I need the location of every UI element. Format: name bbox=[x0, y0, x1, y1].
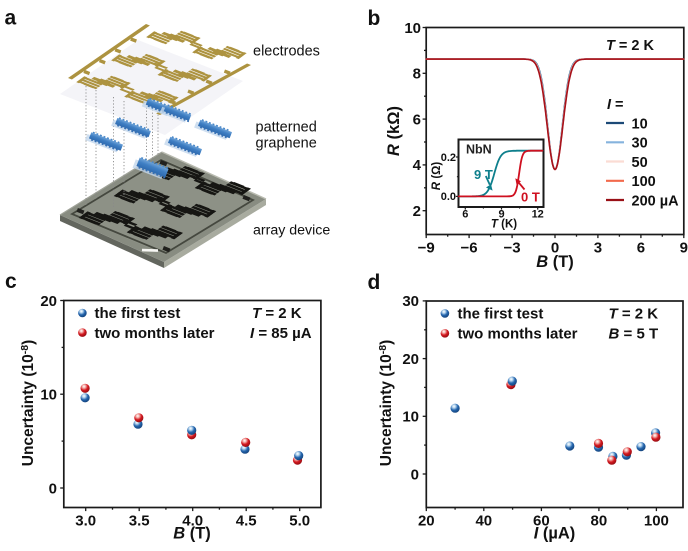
svg-text:patterned: patterned bbox=[256, 120, 317, 136]
svg-text:3: 3 bbox=[594, 240, 602, 257]
svg-text:20: 20 bbox=[40, 293, 57, 310]
svg-text:−9: −9 bbox=[418, 240, 435, 257]
svg-text:10: 10 bbox=[404, 20, 421, 37]
svg-text:10: 10 bbox=[40, 387, 57, 404]
svg-text:4: 4 bbox=[413, 157, 422, 174]
svg-text:the first test: the first test bbox=[458, 306, 544, 323]
svg-text:electrodes: electrodes bbox=[253, 44, 320, 60]
svg-text:100: 100 bbox=[632, 174, 656, 190]
svg-text:6: 6 bbox=[413, 111, 421, 128]
svg-text:20: 20 bbox=[402, 351, 419, 368]
svg-text:T = 2 K: T = 2 K bbox=[252, 305, 302, 322]
svg-text:9 T: 9 T bbox=[474, 167, 493, 182]
svg-text:0.0: 0.0 bbox=[441, 191, 456, 203]
svg-text:30: 30 bbox=[632, 136, 648, 152]
svg-text:6: 6 bbox=[637, 240, 645, 257]
svg-text:B (T): B (T) bbox=[173, 525, 211, 543]
svg-text:12: 12 bbox=[532, 209, 544, 221]
svg-text:two months later: two months later bbox=[95, 325, 215, 342]
svg-text:4.0: 4.0 bbox=[182, 513, 203, 530]
svg-text:Uncertainty (10-8): Uncertainty (10-8) bbox=[19, 340, 37, 467]
svg-text:0: 0 bbox=[411, 466, 419, 483]
svg-text:0: 0 bbox=[551, 240, 559, 257]
svg-text:graphene: graphene bbox=[256, 136, 317, 152]
svg-text:30: 30 bbox=[402, 293, 419, 310]
svg-text:4.5: 4.5 bbox=[236, 513, 257, 530]
svg-text:0: 0 bbox=[49, 480, 57, 497]
svg-text:0 T: 0 T bbox=[521, 190, 540, 205]
svg-text:10: 10 bbox=[402, 409, 419, 426]
svg-text:3.0: 3.0 bbox=[75, 513, 96, 530]
svg-text:8: 8 bbox=[413, 66, 421, 83]
svg-text:the first test: the first test bbox=[95, 305, 181, 322]
svg-text:a: a bbox=[5, 7, 17, 30]
svg-text:200 µA: 200 µA bbox=[632, 193, 680, 209]
svg-text:20: 20 bbox=[418, 513, 435, 530]
svg-text:T = 2 K: T = 2 K bbox=[609, 306, 659, 323]
svg-text:R (kΩ): R (kΩ) bbox=[385, 106, 403, 156]
svg-text:50: 50 bbox=[632, 155, 648, 171]
svg-text:0.2: 0.2 bbox=[441, 152, 456, 164]
svg-text:d: d bbox=[368, 271, 381, 294]
svg-text:array device: array device bbox=[253, 223, 330, 239]
svg-text:B (T): B (T) bbox=[536, 253, 574, 271]
svg-text:3.5: 3.5 bbox=[129, 513, 150, 530]
svg-text:6: 6 bbox=[462, 209, 468, 221]
svg-text:c: c bbox=[5, 270, 17, 293]
svg-text:40: 40 bbox=[475, 513, 492, 530]
svg-text:9: 9 bbox=[680, 240, 688, 257]
svg-text:NbN: NbN bbox=[466, 143, 492, 157]
svg-text:80: 80 bbox=[591, 513, 608, 530]
svg-text:60: 60 bbox=[533, 513, 550, 530]
svg-text:I = 85 µA: I = 85 µA bbox=[250, 325, 312, 342]
svg-text:I =: I = bbox=[607, 97, 624, 113]
svg-text:T (K): T (K) bbox=[491, 219, 517, 231]
svg-text:5.0: 5.0 bbox=[289, 513, 310, 530]
svg-text:100: 100 bbox=[644, 513, 669, 530]
svg-text:2: 2 bbox=[413, 203, 421, 220]
svg-text:two months later: two months later bbox=[458, 326, 578, 343]
svg-text:−6: −6 bbox=[461, 240, 478, 257]
svg-text:R (Ω): R (Ω) bbox=[431, 162, 443, 191]
svg-text:Uncertainty (10-8): Uncertainty (10-8) bbox=[377, 340, 395, 467]
svg-text:I (µA): I (µA) bbox=[534, 525, 576, 543]
svg-text:T = 2 K: T = 2 K bbox=[606, 38, 654, 54]
svg-text:b: b bbox=[368, 7, 381, 30]
svg-text:10: 10 bbox=[632, 116, 648, 132]
svg-text:9: 9 bbox=[498, 209, 504, 221]
svg-text:−3: −3 bbox=[504, 240, 521, 257]
svg-text:B = 5 T: B = 5 T bbox=[609, 326, 659, 343]
